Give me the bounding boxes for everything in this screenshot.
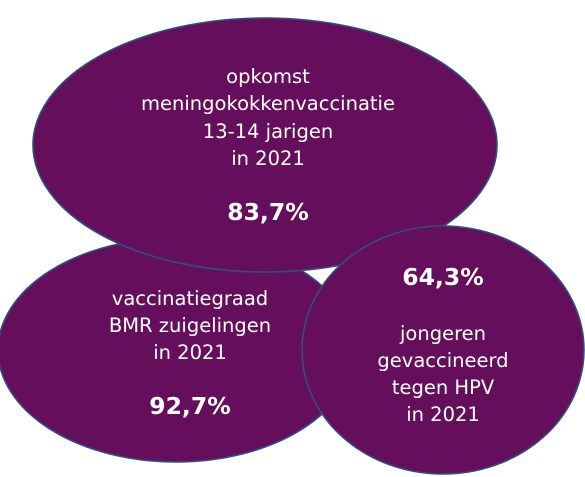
meningokokken-label-line-4: in 2021 (231, 147, 305, 170)
meningokokken-label-line-2: meningokokkenvaccinatie (141, 92, 395, 115)
hpv-bubble: 64,3% jongeren gevaccineerd tegen HPV in… (301, 225, 585, 475)
bmr-value: 92,7% (149, 392, 231, 420)
meningokokken-label-line-3: 13-14 jarigen (203, 120, 333, 143)
hpv-label-line-1: jongeren (399, 322, 486, 345)
bmr-label-line-3: in 2021 (153, 341, 227, 364)
hpv-label-line-4: in 2021 (406, 403, 480, 426)
meningokokken-value: 83,7% (227, 198, 309, 226)
hpv-value: 64,3% (402, 263, 484, 291)
meningokokken-bubble-shape (32, 17, 498, 273)
bmr-label-line-2: BMR zuigelingen (109, 314, 271, 337)
bmr-bubble: vaccinatiegraad BMR zuigelingen in 2021 … (0, 237, 355, 463)
meningokokken-label-line-1: opkomst (226, 65, 310, 88)
hpv-label-line-2: gevaccineerd (377, 349, 508, 372)
bmr-label-line-1: vaccinatiegraad (112, 287, 268, 310)
hpv-bubble-shape (301, 225, 585, 475)
hpv-label-line-3: tegen HPV (392, 376, 495, 399)
meningokokken-bubble: opkomst meningokokkenvaccinatie 13-14 ja… (32, 17, 498, 273)
